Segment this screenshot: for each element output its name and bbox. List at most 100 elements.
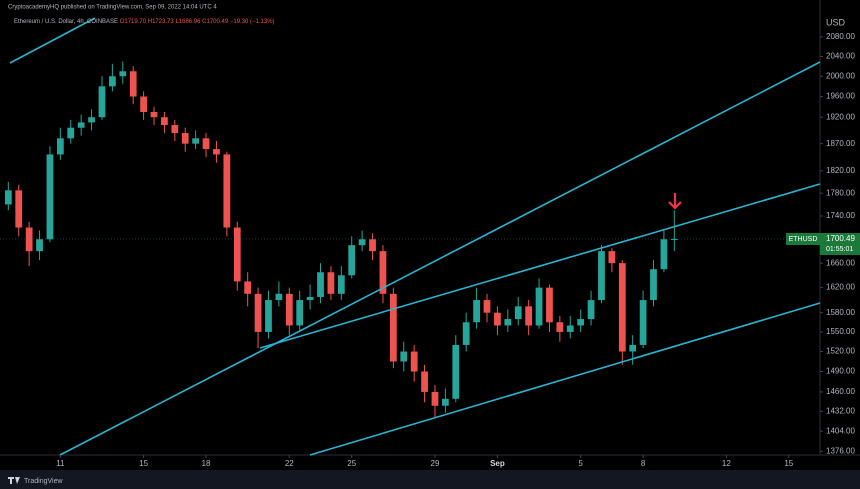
y-tick-label: 2000.00 bbox=[826, 71, 855, 80]
symbol: Ethereum / U.S. Dollar, 4h, COINBASE bbox=[14, 19, 118, 25]
x-tick-label: 11 bbox=[56, 459, 65, 468]
candle-body bbox=[317, 272, 324, 297]
y-tick-label: 2040.00 bbox=[826, 52, 855, 61]
candle-body bbox=[639, 300, 647, 345]
x-tick-label: 25 bbox=[347, 459, 356, 468]
candle-body bbox=[358, 239, 366, 246]
candle-body bbox=[213, 149, 220, 155]
candle-body bbox=[660, 239, 668, 270]
y-tick-label: 1580.00 bbox=[826, 308, 855, 317]
candle-body bbox=[181, 133, 189, 144]
last-price: 1700.49 bbox=[826, 234, 855, 243]
trend-line bbox=[259, 183, 821, 349]
candle-body bbox=[327, 272, 335, 294]
x-tick-label: 18 bbox=[202, 459, 211, 468]
y-tick-label: 1620.00 bbox=[826, 283, 855, 292]
ohlc-legend: Ethereum / U.S. Dollar, 4h, COINBASE O17… bbox=[14, 19, 275, 25]
candle-body bbox=[410, 351, 418, 372]
candle-body bbox=[525, 306, 533, 326]
candle-body bbox=[119, 71, 127, 77]
candle-body bbox=[348, 245, 356, 276]
candle-body bbox=[598, 251, 605, 301]
low: L1686.96 bbox=[175, 19, 201, 25]
candle-body bbox=[25, 227, 33, 252]
y-tick-label: 1376.00 bbox=[826, 446, 855, 455]
y-tick-label: 1404.00 bbox=[826, 426, 855, 435]
candle-body bbox=[140, 96, 147, 112]
candle-body bbox=[265, 300, 272, 332]
open: O1719.70 bbox=[120, 19, 147, 25]
x-tick-label: 8 bbox=[641, 459, 646, 468]
arrow-head bbox=[668, 201, 682, 210]
y-tick-label: 2080.00 bbox=[826, 32, 855, 41]
candle-body bbox=[337, 275, 345, 294]
candle-body bbox=[150, 111, 158, 118]
y-tick-label: 1460.00 bbox=[826, 387, 855, 396]
candle-body bbox=[389, 293, 397, 362]
y-tick-label: 1550.00 bbox=[826, 327, 855, 336]
red-arrow bbox=[668, 193, 682, 210]
y-tick-label: 1660.00 bbox=[826, 258, 855, 267]
candle-body bbox=[36, 239, 43, 252]
x-tick-label: 29 bbox=[431, 459, 440, 468]
candle-body bbox=[494, 312, 501, 326]
candle-body bbox=[587, 300, 595, 320]
x-tick-label: 15 bbox=[139, 459, 148, 468]
candles bbox=[4, 61, 678, 419]
candle-body bbox=[431, 391, 439, 406]
candle-body bbox=[56, 138, 64, 155]
brand-logo bbox=[8, 477, 20, 484]
candle-body bbox=[171, 125, 179, 134]
candle-body bbox=[109, 76, 116, 87]
ticker: ETHUSD bbox=[789, 236, 818, 243]
trend-line bbox=[59, 61, 821, 456]
candle-body bbox=[4, 190, 12, 205]
y-tick-label: 1820.00 bbox=[826, 166, 855, 175]
candle-body bbox=[306, 296, 314, 301]
candle-body bbox=[421, 371, 428, 392]
countdown: 01:55:01 bbox=[826, 246, 853, 253]
candle-body bbox=[483, 300, 491, 313]
price-tag bbox=[820, 232, 860, 255]
candle-body bbox=[556, 322, 564, 332]
y-tick-label: 1432.00 bbox=[826, 406, 855, 415]
trend-line bbox=[9, 17, 96, 64]
candle-body bbox=[369, 239, 376, 252]
candle-body bbox=[400, 351, 408, 362]
publisher: CryptoacademyHQ published on TradingView… bbox=[8, 5, 217, 11]
candle-body bbox=[618, 263, 626, 352]
candle-body bbox=[514, 306, 522, 320]
candle-body bbox=[546, 287, 553, 323]
candle-body bbox=[504, 319, 512, 326]
candle-body bbox=[577, 319, 585, 326]
candle-body bbox=[223, 154, 231, 228]
y-tick-label: 1520.00 bbox=[826, 347, 855, 356]
candle-body bbox=[98, 86, 106, 118]
candle-body bbox=[473, 300, 480, 323]
candle-body bbox=[275, 293, 283, 301]
x-tick-label: 15 bbox=[784, 459, 793, 468]
candle-body bbox=[254, 293, 262, 332]
x-tick-label: 12 bbox=[722, 459, 731, 468]
candle-body bbox=[129, 71, 137, 97]
y-tick-label: 1490.00 bbox=[826, 367, 855, 376]
ticker-tag bbox=[786, 232, 820, 245]
candle-body bbox=[608, 251, 616, 264]
candle-body bbox=[46, 154, 54, 240]
candle-body bbox=[192, 138, 200, 144]
candle-body bbox=[535, 287, 543, 326]
candle-body bbox=[566, 325, 574, 332]
candle-body bbox=[670, 238, 678, 240]
trend-line bbox=[309, 302, 821, 456]
candle-body bbox=[650, 269, 657, 301]
brand: TradingView bbox=[24, 478, 63, 485]
footer-bar bbox=[0, 470, 860, 489]
trend-lines bbox=[9, 17, 821, 456]
currency: USD bbox=[826, 17, 846, 27]
y-tick-label: 1960.00 bbox=[826, 92, 855, 101]
candle-body bbox=[67, 127, 75, 139]
candle-body bbox=[379, 251, 387, 294]
y-tick-label: 1920.00 bbox=[826, 112, 855, 121]
x-tick-label: 5 bbox=[578, 459, 583, 468]
candle-body bbox=[629, 344, 637, 352]
